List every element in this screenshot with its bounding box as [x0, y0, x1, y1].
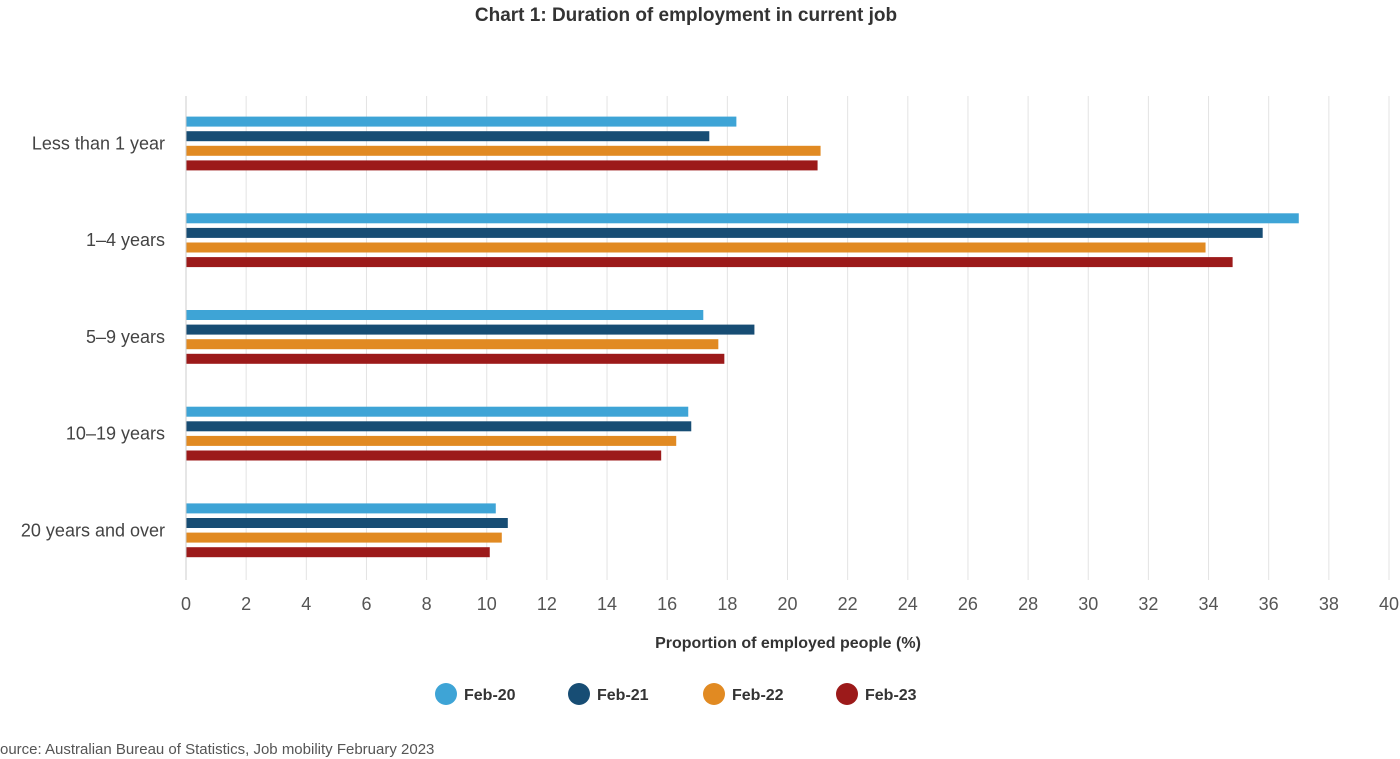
bar-feb-21	[186, 421, 692, 432]
bar-feb-22	[186, 242, 1206, 253]
legend-label: Feb-23	[865, 687, 917, 704]
x-tick-label: 18	[717, 594, 737, 614]
category-labels: Less than 1 year 1–4 years 5–9 years 10–19 …	[21, 134, 165, 541]
x-tick-label: 26	[958, 594, 978, 614]
x-tick-label: 24	[898, 594, 918, 614]
bar-feb-21	[186, 518, 508, 528]
bar-feb-22	[186, 339, 719, 350]
bar-feb-23	[186, 450, 662, 461]
x-tick-label: 38	[1319, 594, 1339, 614]
legend-marker	[836, 683, 858, 705]
x-tick-label: 10	[477, 594, 497, 614]
legend-label: Feb-22	[732, 687, 784, 704]
bar-feb-20	[186, 503, 496, 514]
legend: Feb-20 Feb-21 Feb-22 Feb-23	[435, 683, 917, 705]
bar-feb-23	[186, 547, 490, 558]
bar-feb-22	[186, 435, 677, 446]
legend-marker	[703, 683, 725, 705]
x-tick-label: 16	[657, 594, 677, 614]
legend-label: Feb-20	[464, 687, 516, 704]
x-tick-label: 30	[1078, 594, 1098, 614]
x-tick-label: 20	[777, 594, 797, 614]
bar-feb-22	[186, 145, 821, 156]
bar-feb-21	[186, 324, 755, 335]
x-tick-label: 8	[422, 594, 432, 614]
category-label: 10–19 years	[66, 424, 165, 444]
category-label: Less than 1 year	[32, 134, 165, 154]
legend-marker	[435, 683, 457, 705]
x-tick-label: 36	[1259, 594, 1279, 614]
x-tick-label: 40	[1379, 594, 1399, 614]
x-tick-label: 0	[181, 594, 191, 614]
x-tick-label: 12	[537, 594, 557, 614]
bars	[186, 116, 1299, 558]
bar-feb-20	[186, 310, 704, 320]
legend-marker	[568, 683, 590, 705]
bar-feb-20	[186, 213, 1299, 224]
x-tick-label: 2	[241, 594, 251, 614]
x-tick-label: 28	[1018, 594, 1038, 614]
bar-feb-21	[186, 131, 710, 142]
x-axis-label: Proportion of employed people (%)	[655, 635, 921, 652]
bar-feb-20	[186, 406, 689, 417]
bar-feb-22	[186, 532, 502, 543]
gridlines	[245, 96, 1390, 580]
chart-title: Chart 1: Duration of employment in curre…	[475, 5, 897, 26]
x-tick-label: 32	[1138, 594, 1158, 614]
bar-feb-20	[186, 116, 737, 127]
category-label: 20 years and over	[21, 520, 165, 540]
source-note: ource: Australian Bureau of Statistics, …	[0, 741, 434, 758]
x-tick-labels: 0 2 4 6 8 10 12 14 16 18 20 22 24 26 28 30 32 34 36 38 40	[181, 594, 1399, 614]
bar-feb-23	[186, 257, 1233, 268]
x-tick-label: 6	[361, 594, 371, 614]
x-tick-label: 14	[597, 594, 617, 614]
x-tick-label: 34	[1199, 594, 1219, 614]
bar-feb-23	[186, 160, 818, 171]
bar-feb-21	[186, 227, 1263, 238]
x-tick-label: 22	[838, 594, 858, 614]
category-label: 1–4 years	[86, 230, 165, 250]
category-label: 5–9 years	[86, 327, 165, 347]
legend-label: Feb-21	[597, 687, 649, 704]
bar-feb-23	[186, 353, 725, 364]
x-tick-label: 4	[301, 594, 311, 614]
